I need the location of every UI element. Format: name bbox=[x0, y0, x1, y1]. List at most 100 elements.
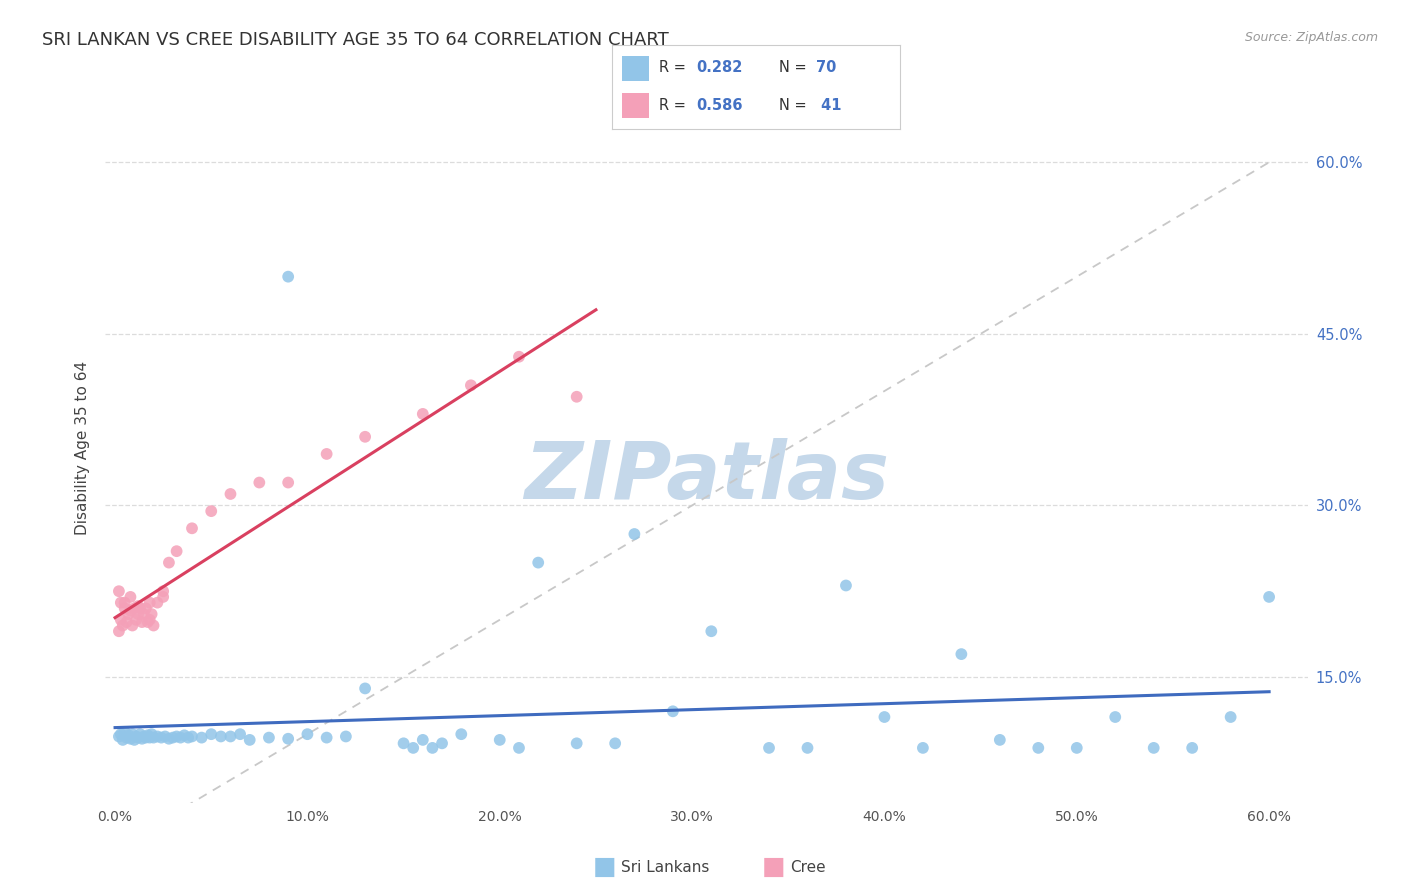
Point bbox=[277, 269, 299, 284]
Point bbox=[173, 728, 195, 742]
Point bbox=[120, 590, 142, 604]
Point bbox=[132, 730, 155, 744]
FancyBboxPatch shape bbox=[621, 93, 650, 119]
Point bbox=[124, 601, 146, 615]
Point bbox=[114, 601, 136, 615]
Point bbox=[108, 624, 131, 639]
Point bbox=[162, 731, 184, 745]
Point bbox=[605, 736, 627, 750]
Point bbox=[835, 578, 858, 592]
Point bbox=[141, 727, 163, 741]
Point bbox=[219, 730, 242, 744]
Point bbox=[120, 731, 142, 746]
Point bbox=[1026, 740, 1049, 755]
Point bbox=[209, 730, 232, 744]
Point bbox=[124, 732, 146, 747]
Point bbox=[1143, 740, 1166, 755]
Point bbox=[117, 728, 139, 742]
Point bbox=[141, 607, 163, 621]
Text: Sri Lankans: Sri Lankans bbox=[621, 860, 710, 874]
Point bbox=[229, 727, 252, 741]
Point bbox=[125, 613, 148, 627]
Point bbox=[354, 681, 377, 696]
Text: N =: N = bbox=[779, 61, 811, 76]
Point bbox=[115, 731, 138, 745]
Text: 0.282: 0.282 bbox=[696, 61, 742, 76]
Point bbox=[135, 731, 157, 745]
Point bbox=[488, 732, 510, 747]
Point bbox=[121, 727, 143, 741]
Point bbox=[700, 624, 723, 639]
Point bbox=[257, 731, 280, 745]
Point bbox=[1066, 740, 1088, 755]
Text: ZIPatlas: ZIPatlas bbox=[524, 438, 889, 516]
Point bbox=[190, 731, 212, 745]
Point bbox=[508, 350, 530, 364]
Point bbox=[108, 584, 131, 599]
Point bbox=[796, 740, 818, 755]
Point bbox=[950, 647, 973, 661]
Text: Source: ZipAtlas.com: Source: ZipAtlas.com bbox=[1244, 31, 1378, 45]
Point bbox=[166, 544, 188, 558]
Point bbox=[402, 740, 425, 755]
Point bbox=[1104, 710, 1126, 724]
Point bbox=[460, 378, 482, 392]
Point bbox=[315, 731, 337, 745]
Point bbox=[129, 727, 152, 741]
Point bbox=[138, 613, 160, 627]
Point bbox=[169, 731, 191, 745]
Point bbox=[758, 740, 780, 755]
Point bbox=[153, 730, 176, 744]
Point bbox=[565, 390, 588, 404]
Point bbox=[131, 615, 153, 629]
Point bbox=[127, 599, 149, 613]
Point bbox=[142, 731, 165, 745]
Point bbox=[117, 607, 139, 621]
Point bbox=[662, 704, 685, 718]
Point bbox=[111, 618, 134, 632]
Point bbox=[200, 727, 222, 741]
Point bbox=[114, 596, 136, 610]
Point bbox=[121, 618, 143, 632]
Point bbox=[623, 527, 645, 541]
Point bbox=[354, 430, 377, 444]
Point bbox=[508, 740, 530, 755]
Text: ■: ■ bbox=[762, 855, 785, 879]
Text: R =: R = bbox=[659, 98, 690, 112]
Point bbox=[152, 590, 174, 604]
Point bbox=[297, 727, 319, 741]
Point bbox=[450, 727, 472, 741]
Point bbox=[150, 731, 173, 745]
Point bbox=[1181, 740, 1204, 755]
Point bbox=[181, 730, 204, 744]
Point bbox=[146, 596, 169, 610]
Point bbox=[110, 727, 132, 741]
Point bbox=[157, 556, 180, 570]
Point bbox=[422, 740, 444, 755]
Point bbox=[1219, 710, 1241, 724]
Point bbox=[988, 732, 1011, 747]
Point bbox=[335, 730, 357, 744]
Text: 41: 41 bbox=[817, 98, 842, 112]
Point bbox=[166, 730, 188, 744]
Text: Cree: Cree bbox=[790, 860, 825, 874]
Point bbox=[412, 407, 434, 421]
Point bbox=[136, 615, 159, 629]
Point bbox=[131, 731, 153, 746]
Point bbox=[135, 601, 157, 615]
Text: SRI LANKAN VS CREE DISABILITY AGE 35 TO 64 CORRELATION CHART: SRI LANKAN VS CREE DISABILITY AGE 35 TO … bbox=[42, 31, 669, 49]
Point bbox=[181, 521, 204, 535]
Point bbox=[152, 584, 174, 599]
Point bbox=[136, 728, 159, 742]
Point bbox=[1258, 590, 1281, 604]
Point bbox=[277, 731, 299, 746]
Text: ■: ■ bbox=[593, 855, 616, 879]
Point bbox=[412, 732, 434, 747]
Point bbox=[177, 731, 200, 745]
Text: 70: 70 bbox=[817, 61, 837, 76]
Point bbox=[527, 556, 550, 570]
Point bbox=[110, 596, 132, 610]
Point bbox=[565, 736, 588, 750]
Point bbox=[120, 604, 142, 618]
Point bbox=[110, 613, 132, 627]
